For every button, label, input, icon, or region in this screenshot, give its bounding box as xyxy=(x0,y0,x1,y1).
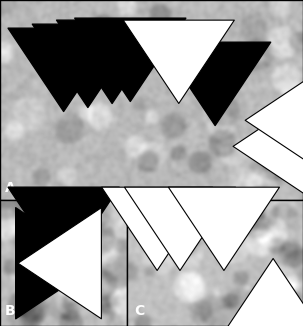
Text: B: B xyxy=(5,304,16,319)
Text: A: A xyxy=(5,182,15,196)
Text: C: C xyxy=(134,304,145,319)
